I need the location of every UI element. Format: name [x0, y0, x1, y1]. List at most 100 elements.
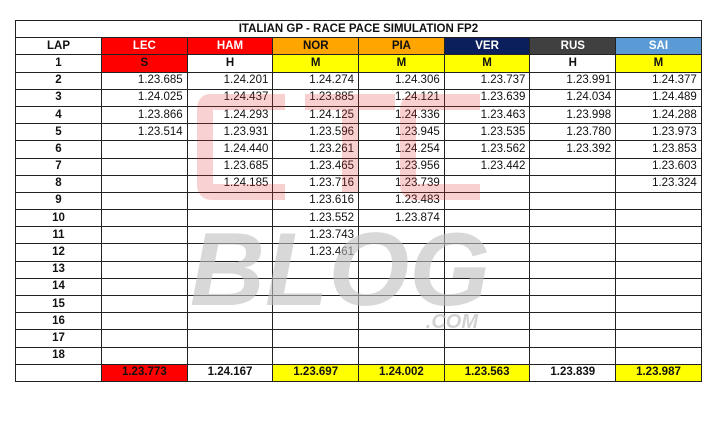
- lap-time-cell: [101, 209, 188, 228]
- lap-row: 6 1.24.440 1.23.261 1.24.254 1.23.562 1.23.39…: [15, 140, 702, 159]
- lap-number: 12: [15, 243, 102, 262]
- lap-time-cell: 1.23.945: [358, 123, 445, 142]
- lap-time-cell: 1.24.254: [358, 140, 445, 159]
- lap-time-cell: 1.24.336: [358, 105, 445, 125]
- lap-time-cell: [358, 277, 445, 297]
- lap-time-cell: 1.23.463: [443, 105, 531, 125]
- lap-time-cell: [101, 312, 188, 331]
- lap-time-cell: 1.23.716: [272, 174, 360, 193]
- lap-time-cell: [272, 260, 360, 279]
- lap-time-cell: [443, 260, 531, 279]
- lap-time-cell: 1.23.874: [358, 209, 445, 228]
- lap-time-cell: [272, 329, 360, 348]
- lap-time-cell: [443, 243, 531, 262]
- lap-time-cell: 1.24.274: [272, 71, 360, 90]
- lap-time-cell: [186, 226, 274, 245]
- lap-time-cell: 1.24.034: [529, 88, 617, 107]
- race-pace-table-container: ITALIAN GP - RACE PACE SIMULATION FP2 LA…: [15, 19, 702, 382]
- table-title: ITALIAN GP - RACE PACE SIMULATION FP2: [15, 19, 702, 39]
- lap-time-cell: [529, 329, 617, 348]
- lap-time-cell: [615, 243, 702, 262]
- lap-time-cell: 1.23.931: [186, 123, 274, 142]
- tyre-compound-cell: H: [186, 54, 274, 73]
- lap-number: 13: [15, 260, 102, 279]
- lap-time-cell: [358, 243, 445, 262]
- driver-header-row: LAP LEC HAM NOR PIA VER RUS SAI: [15, 37, 702, 56]
- lap-time-cell: 1.23.261: [272, 140, 360, 159]
- lap-time-cell: [186, 346, 274, 365]
- lap-row: 8 1.24.185 1.23.716 1.23.739 1.23.324: [15, 174, 702, 193]
- lap-number: 17: [15, 329, 102, 348]
- lap-time-cell: [615, 209, 702, 228]
- lap-time-cell: 1.23.956: [358, 157, 445, 176]
- lap-time-cell: [101, 226, 188, 245]
- lap-time-cell: 1.23.514: [101, 123, 188, 142]
- lap-number: 1: [15, 54, 102, 73]
- lap-time-cell: [186, 191, 274, 211]
- lap-row: 7 1.23.685 1.23.465 1.23.956 1.23.442 1.23.60…: [15, 157, 702, 176]
- lap-time-cell: [186, 260, 274, 279]
- lap-time-cell: [358, 226, 445, 245]
- lap-number: 10: [15, 209, 102, 228]
- lap-time-cell: [443, 226, 531, 245]
- lap-time-cell: 1.23.991: [529, 71, 617, 90]
- lap-time-cell: [443, 329, 531, 348]
- tyre-compound-cell: M: [358, 54, 445, 73]
- lap-time-cell: 1.23.442: [443, 157, 531, 176]
- lap-time-cell: 1.23.743: [272, 226, 360, 245]
- tyre-compound-cell: M: [272, 54, 360, 73]
- average-time-cell: 1.23.987: [615, 363, 702, 382]
- lap-time-cell: [529, 226, 617, 245]
- lap-time-cell: [529, 260, 617, 279]
- lap-number: 15: [15, 294, 102, 314]
- lap-time-cell: [615, 294, 702, 314]
- lap-time-cell: [615, 329, 702, 348]
- lap-time-cell: [101, 243, 188, 262]
- lap-time-cell: 1.23.596: [272, 123, 360, 142]
- lap-time-cell: 1.23.552: [272, 209, 360, 228]
- lap-time-cell: [615, 191, 702, 211]
- lap-row: 2 1.23.685 1.24.201 1.24.274 1.24.306 1.23.73…: [15, 71, 702, 90]
- lap-time-cell: 1.24.306: [358, 71, 445, 90]
- lap-number: 4: [15, 105, 102, 125]
- lap-time-cell: [186, 243, 274, 262]
- lap-time-cell: [529, 277, 617, 297]
- lap-time-cell: [101, 294, 188, 314]
- lap-time-cell: [186, 294, 274, 314]
- lap-row: 16: [15, 312, 702, 331]
- lap-row: 11 1.23.743: [15, 226, 702, 245]
- table-body: 1 S H M M M H M 2 1.23.685 1.24.201 1.24.274 1.24.30…: [15, 54, 702, 382]
- lap-row: 12 1.23.461: [15, 243, 702, 262]
- tyre-compound-cell: H: [529, 54, 617, 73]
- lap-time-cell: 1.23.562: [443, 140, 531, 159]
- lap-time-cell: 1.23.461: [272, 243, 360, 262]
- lap-time-cell: 1.24.293: [186, 105, 274, 125]
- lap-time-cell: 1.23.973: [615, 123, 702, 142]
- lap-time-cell: [529, 312, 617, 331]
- lap-number: 18: [15, 346, 102, 365]
- lap-time-cell: [101, 260, 188, 279]
- lap-time-cell: [529, 346, 617, 365]
- average-time-cell: 1.23.773: [101, 363, 188, 382]
- lap-time-cell: 1.23.885: [272, 88, 360, 107]
- lap-number: 7: [15, 157, 102, 176]
- lap-time-cell: [529, 209, 617, 228]
- lap-time-cell: 1.24.288: [615, 105, 702, 125]
- lap-row: 13: [15, 260, 702, 279]
- lap-row: 10 1.23.552 1.23.874: [15, 209, 702, 228]
- lap-time-cell: [443, 294, 531, 314]
- lap-number: 3: [15, 88, 102, 107]
- driver-header-pia: PIA: [358, 37, 445, 56]
- lap-time-cell: 1.24.025: [101, 88, 188, 107]
- average-time-cell: 1.24.167: [186, 363, 274, 382]
- lap-row: 9 1.23.616 1.23.483: [15, 191, 702, 211]
- lap-time-cell: [529, 191, 617, 211]
- lap-time-cell: [358, 260, 445, 279]
- lap-time-cell: [529, 174, 617, 193]
- lap-time-cell: [529, 157, 617, 176]
- lap-row: 14: [15, 277, 702, 297]
- lap-time-cell: [615, 312, 702, 331]
- lap-time-cell: 1.23.853: [615, 140, 702, 159]
- lap-time-cell: [443, 191, 531, 211]
- lap-time-cell: [615, 277, 702, 297]
